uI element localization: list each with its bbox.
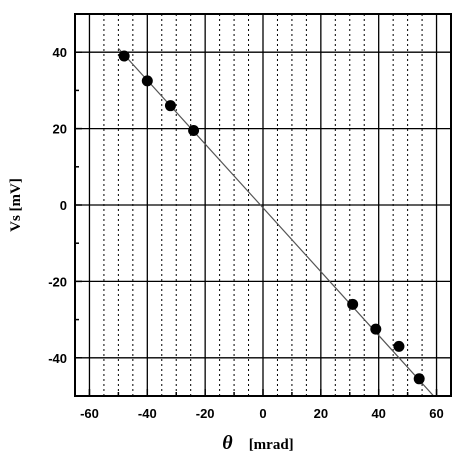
x-axis-unit: [mrad] [249,437,294,453]
data-point [393,340,405,352]
data-point [413,373,425,385]
y-tick-label: 0 [60,198,67,213]
x-tick-label: 60 [429,406,443,421]
x-tick-label: 20 [314,406,328,421]
data-point [164,100,176,112]
data-points [118,50,425,385]
y-tick-label: -40 [48,351,67,366]
x-tick-label: -40 [138,406,157,421]
x-tick-label: 40 [371,406,385,421]
x-tick-label: -60 [80,406,99,421]
x-tick-label: -20 [196,406,215,421]
x-tick-labels: -60 -40 -20 0 20 40 60 [80,406,444,421]
fit-line [117,47,435,397]
grid [75,14,451,396]
x-axis-title: θ [mrad] [222,432,293,454]
x-axis-symbol: θ [222,432,233,454]
data-point [118,50,130,62]
data-point [141,75,153,87]
data-point [188,125,200,137]
y-tick-label: -20 [48,274,67,289]
y-axis-title: Vs [mV] [8,178,24,232]
data-point [370,323,382,335]
axis-ticks [75,13,438,397]
y-tick-labels: -40 -20 0 20 40 [48,45,67,366]
y-tick-label: 40 [53,45,67,60]
x-tick-label: 0 [259,406,266,421]
y-tick-label: 20 [53,122,67,137]
data-point [347,298,359,310]
